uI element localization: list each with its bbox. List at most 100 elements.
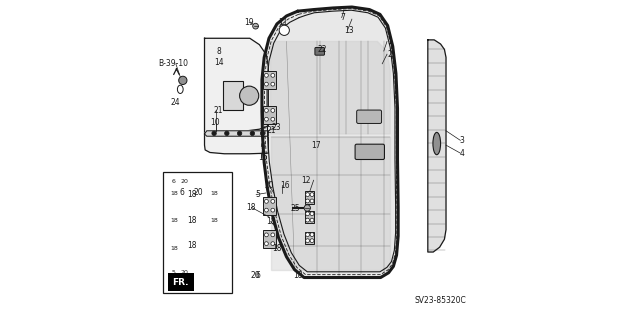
Circle shape: [212, 131, 216, 136]
Text: 18: 18: [170, 218, 178, 223]
Circle shape: [188, 185, 191, 189]
FancyBboxPatch shape: [305, 211, 314, 223]
Text: 6: 6: [255, 271, 260, 280]
Text: 6: 6: [172, 179, 175, 184]
Text: 3: 3: [460, 136, 465, 145]
Polygon shape: [205, 131, 268, 136]
Circle shape: [180, 213, 184, 217]
Polygon shape: [428, 40, 446, 252]
Text: 18: 18: [188, 190, 197, 199]
Circle shape: [271, 199, 275, 203]
Circle shape: [193, 214, 198, 219]
Circle shape: [306, 193, 310, 197]
Circle shape: [264, 82, 268, 86]
Text: 12: 12: [301, 176, 311, 185]
Circle shape: [310, 239, 314, 243]
Text: 18: 18: [293, 271, 303, 280]
Circle shape: [264, 117, 268, 121]
Text: 18: 18: [246, 203, 256, 212]
Text: 18: 18: [188, 241, 197, 250]
Circle shape: [310, 218, 314, 222]
Text: 8: 8: [216, 47, 221, 56]
Circle shape: [237, 131, 242, 136]
Circle shape: [310, 233, 314, 237]
Polygon shape: [271, 137, 390, 270]
FancyBboxPatch shape: [179, 182, 193, 201]
Circle shape: [271, 233, 275, 237]
FancyBboxPatch shape: [263, 197, 276, 215]
Ellipse shape: [433, 132, 440, 155]
Text: 4: 4: [460, 149, 465, 158]
FancyBboxPatch shape: [263, 230, 276, 248]
Text: 14: 14: [214, 58, 224, 67]
Text: 18: 18: [272, 244, 282, 253]
Circle shape: [306, 239, 310, 243]
Text: 15: 15: [258, 153, 268, 162]
Text: 24: 24: [171, 98, 180, 107]
Circle shape: [253, 23, 259, 29]
Circle shape: [260, 131, 265, 136]
Circle shape: [188, 223, 191, 227]
Circle shape: [264, 208, 268, 212]
Text: 9: 9: [260, 142, 265, 151]
Circle shape: [180, 242, 184, 246]
Text: 1: 1: [387, 37, 392, 46]
Circle shape: [271, 108, 275, 112]
Text: 2: 2: [387, 50, 392, 59]
Circle shape: [264, 108, 268, 112]
Circle shape: [193, 250, 198, 255]
Circle shape: [250, 131, 255, 136]
Circle shape: [264, 233, 268, 237]
Text: 5: 5: [255, 190, 260, 199]
Circle shape: [188, 194, 191, 198]
Circle shape: [264, 242, 268, 246]
Text: 18: 18: [170, 246, 178, 251]
Circle shape: [304, 205, 310, 211]
Bar: [163, 172, 232, 293]
Text: 21: 21: [267, 126, 276, 135]
Circle shape: [310, 193, 314, 197]
Text: 6: 6: [180, 189, 184, 197]
Circle shape: [271, 82, 275, 86]
FancyBboxPatch shape: [356, 110, 381, 123]
Bar: [223, 81, 243, 110]
Circle shape: [188, 252, 191, 256]
Text: 17: 17: [311, 141, 321, 150]
Text: FR.: FR.: [173, 278, 189, 287]
Circle shape: [180, 223, 184, 227]
Circle shape: [180, 194, 184, 198]
Text: B-39-10: B-39-10: [158, 59, 188, 68]
Text: 18: 18: [266, 217, 275, 226]
Text: 7: 7: [340, 13, 346, 22]
Text: 23: 23: [271, 123, 281, 132]
Text: 11: 11: [278, 18, 287, 27]
Circle shape: [306, 212, 310, 216]
FancyBboxPatch shape: [315, 48, 324, 55]
Text: 20: 20: [194, 189, 204, 197]
Text: 5: 5: [172, 270, 175, 275]
Text: 10: 10: [210, 118, 220, 127]
Text: 18: 18: [210, 218, 218, 223]
Circle shape: [193, 243, 198, 248]
FancyBboxPatch shape: [305, 232, 314, 244]
Circle shape: [264, 73, 268, 77]
Circle shape: [271, 73, 275, 77]
Circle shape: [306, 218, 310, 222]
Text: 20: 20: [180, 179, 188, 184]
Circle shape: [271, 208, 275, 212]
Text: 19: 19: [244, 18, 254, 27]
Text: 20: 20: [251, 271, 260, 280]
FancyBboxPatch shape: [179, 239, 193, 258]
Text: 20: 20: [180, 270, 188, 275]
Polygon shape: [271, 41, 390, 134]
Text: 18: 18: [170, 191, 178, 197]
Circle shape: [193, 186, 198, 190]
Circle shape: [306, 233, 310, 237]
Circle shape: [271, 117, 275, 121]
Circle shape: [179, 76, 187, 85]
Circle shape: [180, 185, 184, 189]
Circle shape: [310, 212, 314, 216]
Circle shape: [193, 221, 198, 226]
Text: 25: 25: [291, 204, 300, 213]
Polygon shape: [205, 38, 268, 154]
